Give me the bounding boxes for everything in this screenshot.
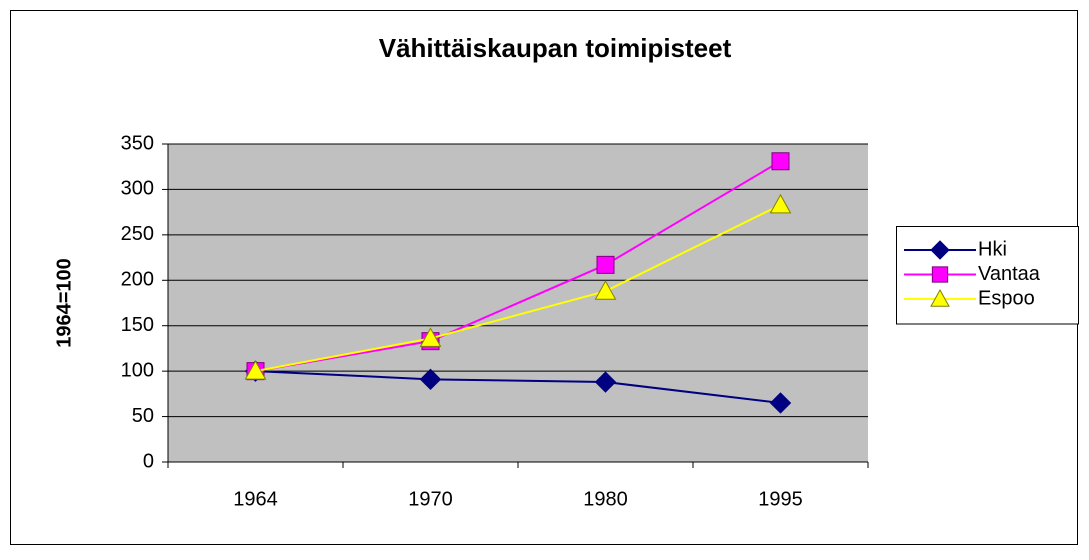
y-tick-label: 0	[143, 450, 154, 472]
series-line	[255, 203, 781, 373]
y-tick-label: 50	[132, 405, 154, 427]
marker	[594, 371, 617, 393]
legend-label: Hki	[978, 238, 1007, 260]
y-axis-label: 1964=100	[53, 258, 75, 348]
y-tick-label: 150	[121, 314, 154, 336]
marker	[419, 368, 442, 391]
series-line	[255, 370, 781, 404]
y-tick-label: 200	[121, 269, 154, 291]
marker	[244, 360, 267, 380]
x-tick-label: 1970	[408, 488, 453, 510]
y-tick-label: 300	[121, 178, 154, 200]
x-tick-label: 1980	[583, 488, 628, 510]
marker	[769, 193, 792, 214]
series-line	[255, 160, 782, 373]
legend-marker	[930, 288, 950, 307]
y-tick-label: 250	[121, 223, 154, 245]
marker	[769, 392, 792, 414]
x-tick-label: 1964	[233, 488, 278, 510]
marker	[594, 280, 617, 300]
legend-marker	[930, 240, 950, 260]
y-tick-label: 100	[121, 359, 154, 381]
chart-title: Vähittäiskaupan toimipisteet	[379, 33, 732, 63]
legend-label: Vantaa	[978, 263, 1041, 285]
marker	[596, 255, 615, 274]
y-tick-label: 350	[121, 132, 154, 154]
marker	[419, 327, 442, 347]
marker	[771, 152, 790, 171]
legend-label: Espoo	[978, 287, 1035, 309]
x-tick-label: 1995	[758, 488, 803, 510]
legend-marker	[931, 266, 949, 283]
